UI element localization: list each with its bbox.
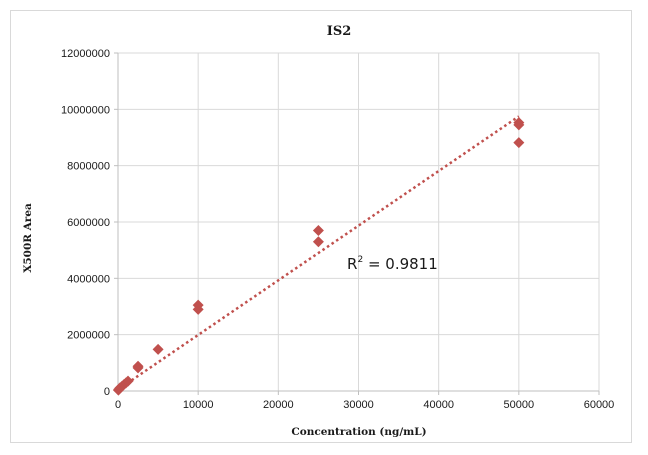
r-squared-base: R (347, 255, 357, 273)
x-axis-label: Concentration (ng/mL) (291, 426, 426, 438)
data-points (112, 117, 525, 396)
y-tick-label: 4000000 (67, 273, 110, 285)
data-point (152, 343, 164, 355)
y-tick-label: 0 (104, 386, 110, 398)
linear-trendline (117, 115, 520, 391)
x-tick-label: 30000 (343, 399, 374, 411)
x-tick-label: 60000 (584, 399, 615, 411)
chart-title: IS2 (327, 24, 352, 39)
y-tick-label: 2000000 (67, 330, 110, 342)
x-tick-label: 10000 (183, 399, 214, 411)
x-tick-label: 40000 (423, 399, 454, 411)
tick-labels: 0 2000000 4000000 6000000 8000000 10000000 120… (61, 48, 614, 411)
x-tick-label: 20000 (263, 399, 294, 411)
x-tick-label: 50000 (504, 399, 535, 411)
x-tick-label: 0 (115, 399, 121, 411)
r-squared-superscript: 2 (357, 255, 363, 265)
y-tick-label: 8000000 (67, 161, 110, 173)
trendline (117, 115, 520, 391)
axes (114, 52, 600, 395)
data-point (132, 360, 144, 372)
data-point (513, 137, 525, 149)
data-point (122, 375, 134, 387)
data-point (312, 236, 324, 248)
y-tick-label: 10000000 (61, 104, 110, 116)
r-squared-value: = 0.9811 (363, 255, 438, 273)
data-point (192, 299, 204, 311)
y-tick-label: 12000000 (61, 48, 110, 60)
y-axis-label: X500R Area (22, 203, 34, 273)
gridlines (118, 52, 600, 391)
scatter-chart: IS2 020000004000000600000080000001000000… (22, 24, 614, 438)
chart-frame: IS2 0 2000000 4000000 6000000 8000000 1000000… (10, 10, 632, 443)
y-tick-label: 6000000 (67, 217, 110, 229)
data-point (312, 224, 324, 236)
data-point (513, 117, 525, 129)
r-squared-annotation: R2 = 0.9811 (347, 255, 438, 273)
